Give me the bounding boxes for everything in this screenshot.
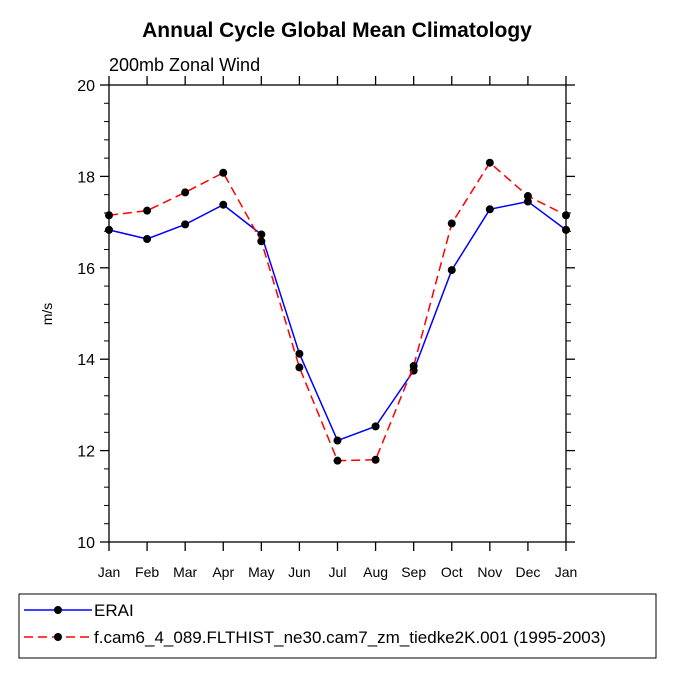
x-tick-label: Feb (135, 564, 159, 580)
x-tick-label: Dec (515, 564, 540, 580)
data-point (562, 225, 570, 234)
data-point (523, 197, 532, 206)
data-point (485, 158, 494, 167)
x-tick-label: Jun (288, 564, 311, 580)
x-tick-label: Oct (441, 564, 463, 580)
series-line (108, 200, 567, 442)
plot-frame (108, 84, 567, 543)
x-tick-label: Aug (363, 564, 388, 580)
y-tick-label: 12 (77, 444, 95, 461)
data-point (333, 436, 342, 445)
x-tick-label: Nov (477, 564, 502, 580)
legend-label: f.cam6_4_089.FLTHIST_ne30.cam7_zm_tiedke… (94, 628, 606, 647)
y-tick-label: 18 (77, 169, 95, 186)
legend-marker (54, 633, 62, 641)
series-layer (105, 158, 570, 465)
data-point (333, 456, 342, 465)
data-point (447, 219, 456, 228)
data-point (447, 266, 456, 275)
y-tick-label: 14 (77, 352, 95, 369)
data-point (371, 455, 380, 464)
x-tick-label: Jan (98, 564, 121, 580)
y-tick-label: 20 (77, 78, 95, 95)
data-point (295, 363, 304, 372)
x-tick-label: Jul (329, 564, 347, 580)
data-point (562, 211, 570, 220)
x-tick-label: May (248, 564, 274, 580)
data-point (485, 205, 494, 214)
data-point (371, 422, 380, 431)
legend-entry: ERAI (24, 601, 134, 620)
data-point (409, 362, 418, 371)
data-point (219, 168, 228, 177)
data-point (105, 225, 113, 234)
legend-marker (54, 606, 62, 614)
chart-subtitle: 200mb Zonal Wind (109, 55, 260, 75)
legend: ERAI f.cam6_4_089.FLTHIST_ne30.cam7_zm_ti… (24, 601, 606, 647)
data-point (105, 211, 113, 220)
series-0 (105, 197, 570, 445)
x-tick-label: Sep (401, 564, 426, 580)
y-tick-label: 10 (77, 535, 95, 552)
data-point (143, 235, 152, 244)
axis-ticks: 10 12 14 16 18 20 Jan Feb Mar Apr May Jun Jul Aug Sep O… (77, 76, 577, 580)
legend-entry: f.cam6_4_089.FLTHIST_ne30.cam7_zm_tiedke… (24, 628, 606, 647)
data-point (219, 200, 228, 209)
data-point (181, 220, 190, 229)
data-point (295, 349, 304, 358)
x-tick-label: Jan (555, 564, 578, 580)
data-point (143, 206, 152, 215)
legend-label: ERAI (94, 601, 134, 620)
y-axis-label: m/s (39, 303, 55, 326)
data-point (257, 237, 266, 246)
data-point (523, 192, 532, 201)
data-point (181, 188, 190, 197)
legend-box (18, 593, 657, 659)
y-tick-label: 16 (77, 261, 95, 278)
chart-title: Annual Cycle Global Mean Climatology (142, 19, 532, 42)
x-tick-label: Apr (212, 564, 234, 580)
x-tick-label: Mar (173, 564, 197, 580)
series-1 (105, 158, 570, 465)
